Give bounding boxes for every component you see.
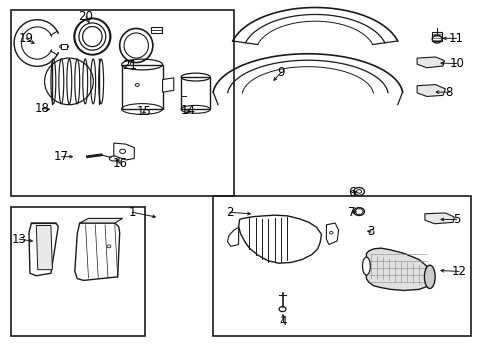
- Text: 14: 14: [181, 104, 196, 117]
- Bar: [212, 196, 470, 336]
- Text: 19: 19: [19, 32, 34, 45]
- Text: 11: 11: [448, 32, 463, 45]
- Ellipse shape: [120, 149, 125, 153]
- Text: 20: 20: [79, 10, 93, 23]
- Polygon shape: [416, 85, 445, 96]
- Text: 21: 21: [122, 59, 137, 72]
- Bar: [151, 27, 161, 33]
- Bar: [61, 44, 67, 49]
- Bar: [181, 77, 210, 109]
- Polygon shape: [326, 223, 338, 244]
- Polygon shape: [416, 57, 444, 68]
- Polygon shape: [227, 227, 238, 246]
- Polygon shape: [29, 223, 58, 276]
- Text: 17: 17: [54, 150, 69, 163]
- Text: 18: 18: [35, 102, 49, 115]
- Text: 16: 16: [112, 157, 127, 170]
- Text: 15: 15: [137, 105, 152, 118]
- Polygon shape: [366, 248, 430, 291]
- Text: 5: 5: [452, 213, 459, 226]
- Text: 9: 9: [277, 66, 284, 79]
- Text: 12: 12: [450, 265, 466, 278]
- Text: 2: 2: [225, 206, 233, 219]
- Text: 6: 6: [347, 186, 355, 199]
- Text: 4: 4: [279, 315, 286, 328]
- Text: 10: 10: [448, 57, 463, 70]
- Bar: [11, 10, 233, 196]
- Text: 3: 3: [367, 225, 374, 238]
- Polygon shape: [80, 219, 122, 223]
- Polygon shape: [75, 223, 120, 280]
- Polygon shape: [162, 78, 173, 92]
- Polygon shape: [238, 215, 321, 263]
- Text: 7: 7: [347, 206, 355, 219]
- Polygon shape: [114, 143, 134, 160]
- Text: 1: 1: [128, 206, 136, 219]
- Bar: [11, 207, 144, 336]
- Ellipse shape: [424, 265, 434, 288]
- Polygon shape: [36, 226, 52, 270]
- Text: 13: 13: [12, 233, 27, 246]
- Text: 8: 8: [445, 86, 452, 99]
- Ellipse shape: [362, 257, 369, 275]
- Polygon shape: [424, 213, 453, 224]
- Bar: [431, 32, 441, 41]
- Bar: [122, 64, 162, 109]
